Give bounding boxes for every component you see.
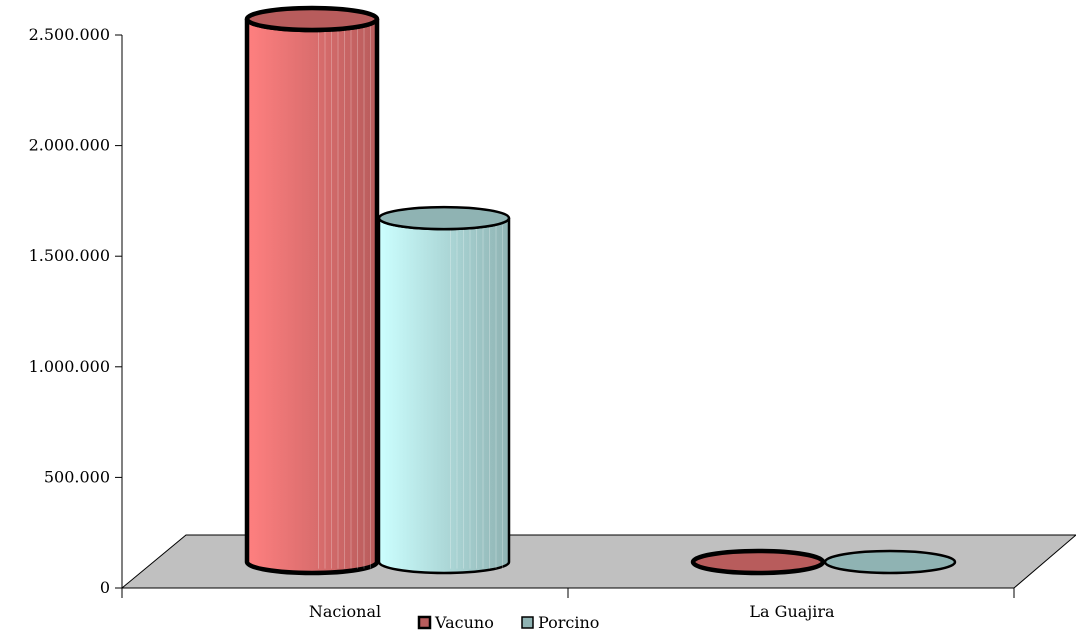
legend: Vacuno Porcino bbox=[417, 613, 599, 632]
bar-vacuno-la-guajira bbox=[690, 548, 826, 576]
y-tick-label: 1.500.000 bbox=[29, 246, 110, 265]
y-tick-label: 2.500.000 bbox=[29, 25, 110, 44]
legend-swatch-porcino bbox=[521, 616, 534, 629]
legend-swatch-vacuno bbox=[417, 615, 432, 630]
legend-label-vacuno: Vacuno bbox=[434, 613, 494, 632]
category-label-nacional: Nacional bbox=[309, 602, 381, 621]
y-tick-label: 500.000 bbox=[44, 467, 110, 486]
y-axis-ticks: 0 500.000 1.000.000 1.500.000 2.000.000 2.500… bbox=[29, 25, 122, 597]
category-label-la-guajira: La Guajira bbox=[749, 602, 835, 621]
y-tick-label: 1.000.000 bbox=[29, 357, 110, 376]
bars bbox=[244, 5, 957, 576]
y-tick-label: 2.000.000 bbox=[29, 136, 110, 155]
y-tick-label: 0 bbox=[100, 578, 110, 597]
bar-porcino-la-guajira bbox=[823, 549, 957, 575]
bar-porcino-nacional bbox=[377, 205, 511, 575]
bar-vacuno-nacional bbox=[244, 5, 380, 576]
legend-label-porcino: Porcino bbox=[538, 613, 599, 632]
